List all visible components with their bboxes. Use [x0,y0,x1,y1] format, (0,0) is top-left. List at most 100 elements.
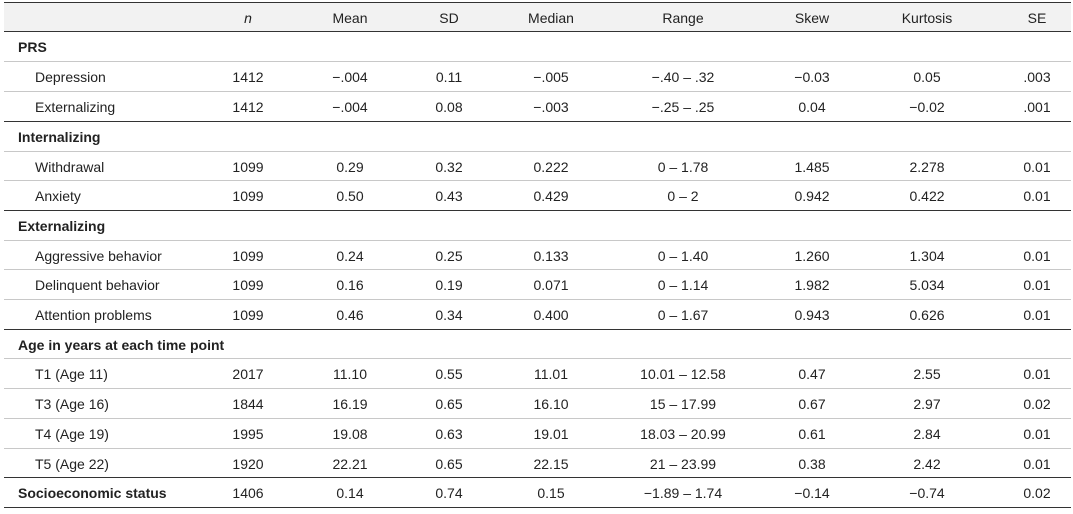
cell-value: 0.43 [435,188,463,205]
column-header: Range [662,10,704,26]
cell-value: 0.16 [336,277,364,294]
cell-value: 22.21 [332,455,368,472]
cell-value: 2.97 [913,396,941,413]
cell-value: 0.400 [533,307,569,323]
cell-value: 0.01 [1023,188,1051,205]
cell-value: 1099 [232,277,264,294]
cell-value: 0.65 [435,396,463,413]
row-label: Aggressive behavior [35,247,162,264]
cell-value: 0.422 [909,188,945,205]
cell-value: .001 [1023,99,1051,116]
cell-value: 1099 [232,158,264,175]
cell-value: 0.02 [1023,485,1051,502]
cell-value: 0.11 [435,69,463,86]
cell-value: 0.74 [435,485,463,502]
cell-value: 5.034 [909,277,945,294]
cell-value: 0 – 1.67 [657,307,709,323]
cell-value: 19.08 [332,425,368,442]
row-label: T1 (Age 11) [35,366,108,383]
cell-value: 1.304 [909,247,945,264]
cell-value: 1.982 [794,277,830,294]
cell-value: 1.260 [794,247,830,264]
cell-value: 15 – 17.99 [649,396,717,413]
cell-value: 0.34 [435,307,463,323]
group-row: Socioeconomic status 1406 0.14 0.74 0.15 −1.8… [4,477,1071,507]
group-title: Socioeconomic status [18,485,167,502]
cell-value: −.004 [332,69,368,86]
cell-value: 0.55 [435,366,463,383]
column-header: Mean [332,10,368,26]
data-row: Attention problems 1099 0.46 0.34 0.400 0 – 1… [4,299,1071,329]
cell-value: 0.32 [435,158,463,175]
row-label: Externalizing [35,99,116,116]
cell-value: 0.24 [336,247,364,264]
cell-value: −.003 [533,99,569,116]
cell-value: 0.65 [435,455,463,472]
cell-value: 0.626 [909,307,945,323]
data-row: T3 (Age 16) 1844 16.19 0.65 16.10 15 – 17.99 0… [4,388,1071,418]
data-row: Delinquent behavior 1099 0.16 0.19 0.071 0 – … [4,269,1071,299]
cell-value: 0.01 [1023,307,1051,323]
cell-value: 1099 [232,247,264,264]
cell-value: 0 – 2 [667,188,699,205]
data-row: Depression 1412 −.004 0.11 −.005 −.40 – .32 −0… [4,61,1071,91]
row-label: Withdrawal [35,158,105,175]
cell-value: −0.74 [909,485,945,502]
cell-value: 0.01 [1023,158,1051,175]
cell-value: 0.47 [798,366,826,383]
cell-value: 11.01 [534,366,568,383]
row-label: T5 (Age 22) [35,455,109,472]
cell-value: 0.14 [336,485,364,502]
group-row: PRS [4,32,1071,62]
column-header: Median [528,10,574,26]
cell-value: 22.15 [533,455,569,472]
group-row: Internalizing [4,120,1071,151]
cell-value: −.005 [533,69,569,86]
cell-value: 19.01 [533,425,569,442]
cell-value: 10.01 – 12.58 [640,366,726,383]
row-label: T3 (Age 16) [35,396,109,413]
group-title: Internalizing [18,128,101,145]
cell-value: 2.278 [909,158,945,175]
cell-value: 1406 [232,485,264,502]
cell-value: 0.50 [336,188,364,205]
cell-value: −.25 – .25 [651,99,715,116]
row-label: Delinquent behavior [35,277,160,294]
cell-value: 0 – 1.78 [657,158,709,175]
row-label: T4 (Age 19) [35,425,109,442]
cell-value: 0.942 [794,188,830,205]
cell-value: 0.429 [533,188,569,205]
group-title: PRS [18,38,47,55]
cell-value: 0.38 [798,455,826,472]
cell-value: 1412 [232,69,264,86]
cell-value: 0.08 [435,99,463,116]
data-row: T4 (Age 19) 1995 19.08 0.63 19.01 18.03 – 20.… [4,417,1071,448]
cell-value: −0.02 [909,99,945,116]
cell-value: −.40 – .32 [651,69,715,86]
group-row: Externalizing [4,209,1071,240]
cell-value: 0.01 [1023,277,1051,294]
cell-value: −0.03 [794,69,830,86]
cell-value: .003 [1023,69,1051,86]
column-header: SE [1027,10,1047,26]
cell-value: −1.89 – 1.74 [643,485,723,502]
cell-value: 0.222 [533,158,569,175]
column-header: Kurtosis [901,10,953,26]
cell-value: 0.04 [798,99,826,116]
cell-value: 0.61 [798,425,826,442]
cell-value: 2.55 [913,366,941,383]
cell-value: 1995 [232,425,264,442]
group-row: Age in years at each time point [4,328,1071,359]
cell-value: 0.19 [435,277,463,294]
data-row: Aggressive behavior 1099 0.24 0.25 0.133 0 – … [4,239,1071,270]
row-label: Attention problems [35,307,152,323]
column-header: SD [439,10,459,26]
cell-value: 21 – 23.99 [649,455,717,472]
group-title: Age in years at each time point [18,336,225,353]
cell-value: 1.485 [794,158,830,175]
data-row: Anxiety 1099 0.50 0.43 0.429 0 – 2 0.942 0.422 0… [4,180,1071,210]
data-row: Externalizing 1412 −.004 0.08 −.003 −.25 – .2… [4,91,1071,121]
cell-value: 1920 [232,455,264,472]
cell-value: −.004 [332,99,368,116]
